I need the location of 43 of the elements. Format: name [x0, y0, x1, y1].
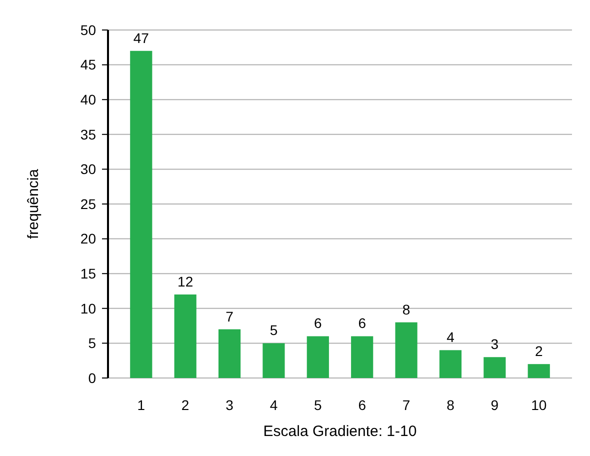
y-tick-label: 20 [80, 230, 96, 247]
y-tick-label: 45 [80, 56, 96, 73]
x-tick-label: 3 [226, 397, 234, 413]
x-axis-title: Escala Gradiente: 1-10 [263, 423, 417, 440]
bar [395, 322, 418, 378]
x-tick-label: 4 [270, 397, 278, 413]
bar [174, 294, 196, 378]
x-tick-label: 2 [181, 397, 190, 413]
data-label: 3 [490, 336, 499, 352]
y-tick-label: 50 [80, 22, 96, 38]
x-tick-label: 5 [314, 397, 322, 413]
y-tick-label: 25 [80, 196, 96, 212]
y-tick-label: 5 [88, 335, 96, 352]
y-axis-title: frequência [25, 168, 42, 240]
bar [351, 336, 374, 378]
data-label: 7 [226, 308, 234, 324]
data-label: 4 [446, 329, 455, 346]
bar [218, 329, 241, 378]
x-tick-label: 1 [137, 397, 146, 413]
x-tick-label: 7 [402, 397, 410, 413]
x-tick-label: 6 [358, 397, 366, 413]
data-label: 6 [314, 315, 322, 332]
data-label: 5 [270, 322, 278, 338]
data-label: 6 [358, 315, 366, 332]
bar [484, 357, 506, 378]
data-label: 2 [534, 343, 543, 360]
data-label: 12 [178, 273, 194, 290]
bar [130, 50, 152, 378]
bar [262, 343, 285, 378]
y-tick-label: 10 [80, 300, 96, 316]
y-tick-label: 15 [80, 266, 96, 282]
data-label: 47 [133, 30, 150, 46]
x-tick-label: 9 [490, 397, 499, 413]
y-tick-label: 35 [80, 126, 96, 142]
data-label: 8 [402, 301, 410, 318]
y-tick-label: 40 [80, 92, 96, 108]
bar [528, 364, 550, 378]
bar [306, 336, 329, 378]
y-tick-label: 0 [88, 370, 96, 386]
x-tick-label: 8 [446, 397, 455, 413]
y-tick-label: 30 [80, 161, 96, 178]
x-tick-label: 10 [531, 397, 547, 413]
bar [439, 350, 462, 378]
